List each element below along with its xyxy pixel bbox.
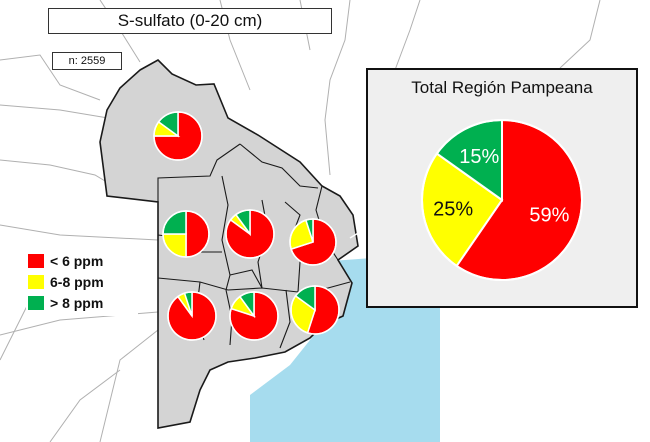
map-pie-3-outline	[225, 209, 275, 259]
legend: < 6 ppm 6-8 ppm > 8 ppm	[26, 247, 138, 316]
legend-label-high: > 8 ppm	[50, 294, 104, 311]
map-pie-4-outline	[289, 218, 337, 266]
inset-pie-label-high: 15%	[459, 146, 499, 168]
inset-panel: Total Región Pampeana 59% 25% 15%	[366, 68, 638, 308]
legend-swatch-high	[28, 295, 44, 310]
sea	[250, 258, 440, 442]
legend-swatch-low	[28, 253, 44, 268]
pie-chart-5	[167, 291, 217, 341]
map-pie-7-outline	[290, 285, 340, 335]
inset-pie-label-low: 59%	[529, 205, 569, 227]
inset-title: Total Región Pampeana	[411, 78, 593, 97]
map-pie-1-outline	[153, 111, 203, 161]
legend-label-mid: 6-8 ppm	[50, 273, 104, 290]
map-pie-5-outline	[167, 291, 217, 341]
legend-item-low: < 6 ppm	[26, 250, 138, 271]
legend-item-mid: 6-8 ppm	[26, 271, 138, 292]
sample-count: n: 2559	[52, 52, 122, 70]
legend-swatch-mid	[28, 274, 44, 289]
map-pie-2-outline	[162, 210, 210, 258]
inset-pie-chart: 59% 25% 15%	[421, 118, 583, 281]
map-title: S-sulfato (0-20 cm)	[48, 8, 332, 34]
pie-chart-6	[229, 291, 279, 341]
inset-pie-outline	[421, 119, 583, 281]
pie-chart-7	[290, 285, 340, 335]
pie-chart-3	[225, 209, 275, 259]
pie-chart-4	[289, 218, 337, 266]
pie-chart-1	[153, 111, 203, 161]
legend-label-low: < 6 ppm	[50, 252, 104, 269]
inset-pie-label-mid: 25%	[433, 199, 473, 221]
map-pie-6-outline	[229, 291, 279, 341]
pie-chart-2	[162, 210, 210, 258]
legend-item-high: > 8 ppm	[26, 292, 138, 313]
